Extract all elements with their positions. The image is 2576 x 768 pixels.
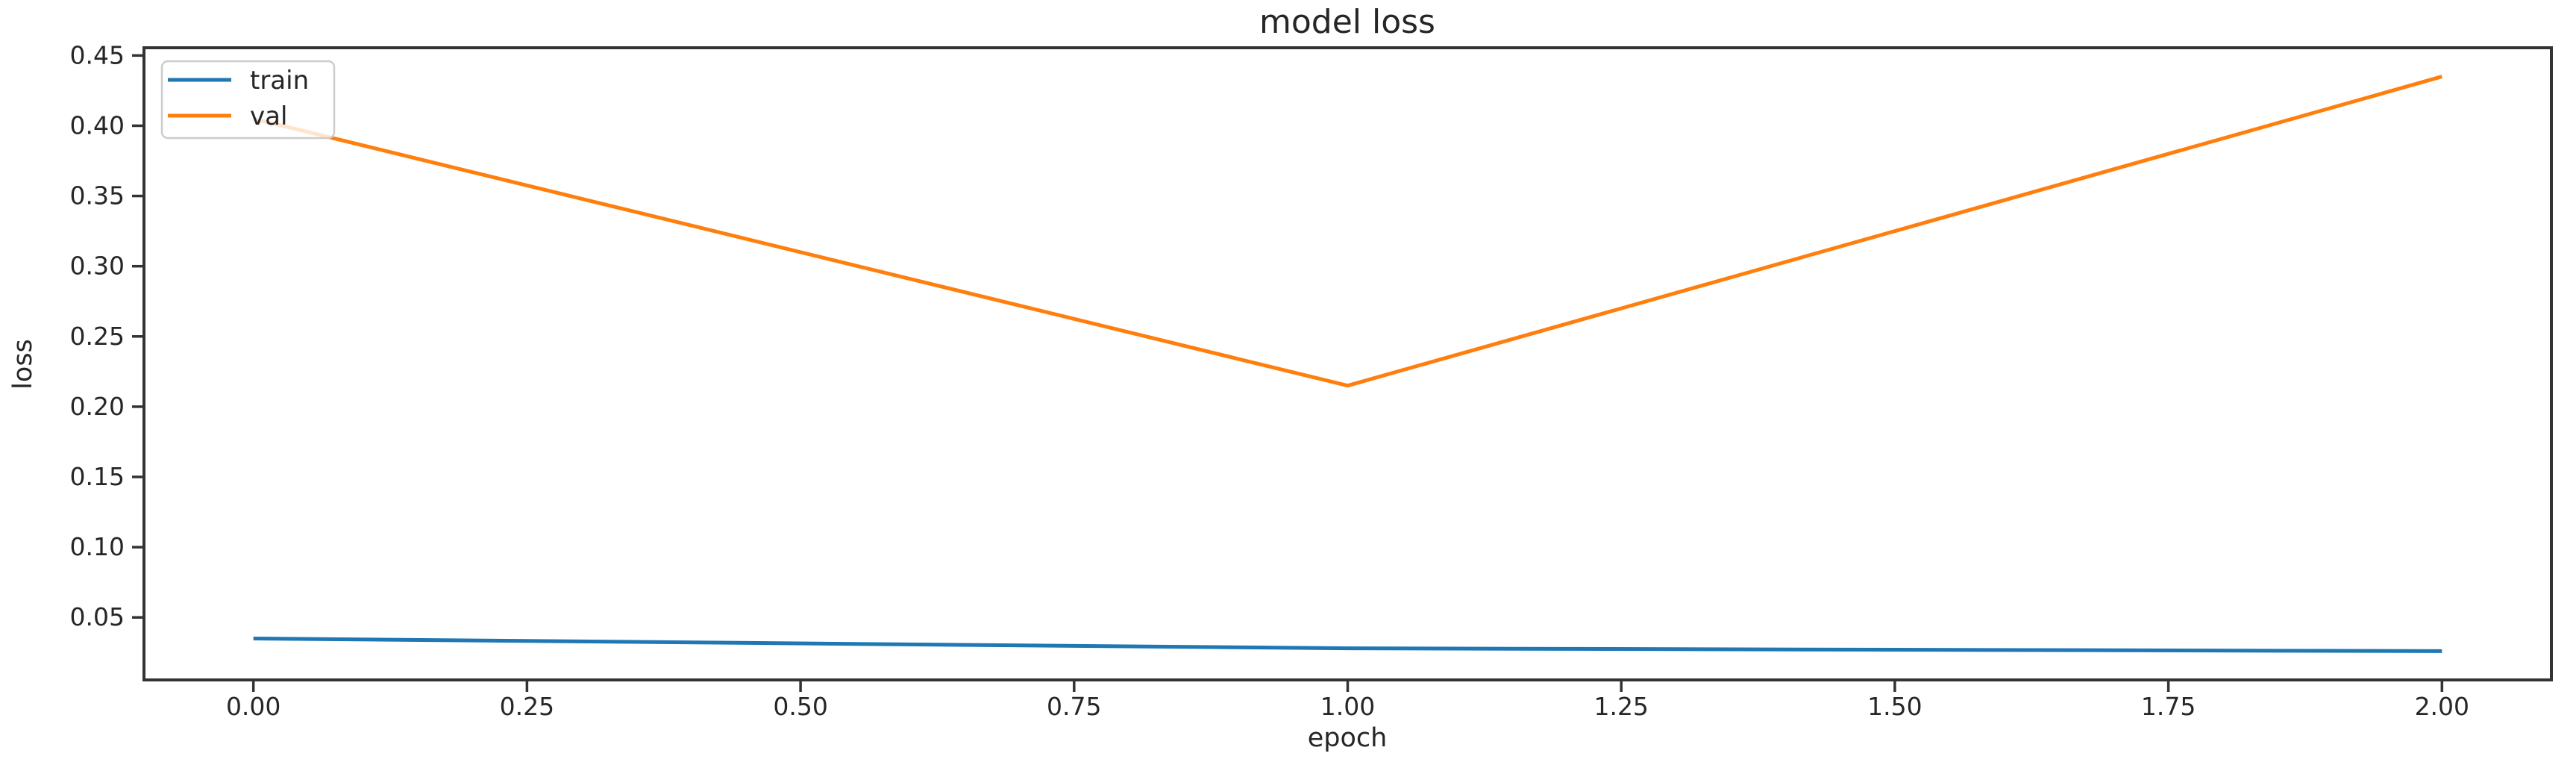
x-tick-label: 0.50 bbox=[773, 692, 827, 721]
series-line-train bbox=[253, 636, 2442, 653]
legend-label-train: train bbox=[250, 66, 309, 96]
x-axis-ticks: 0.00 0.25 0.50 0.75 1.00 1.25 1.50 1.75 2.00 bbox=[226, 680, 2469, 721]
x-tick-label: 1.50 bbox=[1867, 692, 1922, 721]
x-tick-label: 0.75 bbox=[1047, 692, 1101, 721]
series-lines bbox=[253, 75, 2442, 653]
chart-title: model loss bbox=[1259, 3, 1435, 41]
legend-label-val: val bbox=[250, 102, 287, 131]
y-tick-label: 0.45 bbox=[70, 40, 125, 69]
x-tick-label: 1.75 bbox=[2141, 692, 2196, 721]
legend: train val bbox=[160, 60, 336, 140]
x-tick-label: 1.00 bbox=[1320, 692, 1375, 721]
x-tick-label: 0.00 bbox=[226, 692, 281, 721]
y-tick-label: 0.40 bbox=[70, 110, 125, 140]
y-tick-label: 0.35 bbox=[70, 181, 125, 210]
x-tick-label: 2.00 bbox=[2415, 692, 2469, 721]
plot-border bbox=[142, 46, 2553, 681]
y-axis-ticks: 0.05 0.10 0.15 0.20 0.25 0.30 0.35 0.40 0.45 bbox=[70, 40, 144, 631]
x-tick-label: 1.25 bbox=[1593, 692, 1648, 721]
x-axis-label: epoch bbox=[1308, 723, 1388, 753]
y-tick-label: 0.10 bbox=[70, 532, 125, 561]
y-tick-label: 0.15 bbox=[70, 462, 125, 491]
series-line-val bbox=[253, 75, 2442, 388]
y-tick-label: 0.30 bbox=[70, 252, 125, 281]
y-axis-label: loss bbox=[8, 339, 38, 390]
y-tick-label: 0.20 bbox=[70, 392, 125, 421]
y-tick-label: 0.05 bbox=[70, 602, 125, 631]
x-tick-label: 0.25 bbox=[500, 692, 554, 721]
y-tick-label: 0.25 bbox=[70, 322, 125, 351]
